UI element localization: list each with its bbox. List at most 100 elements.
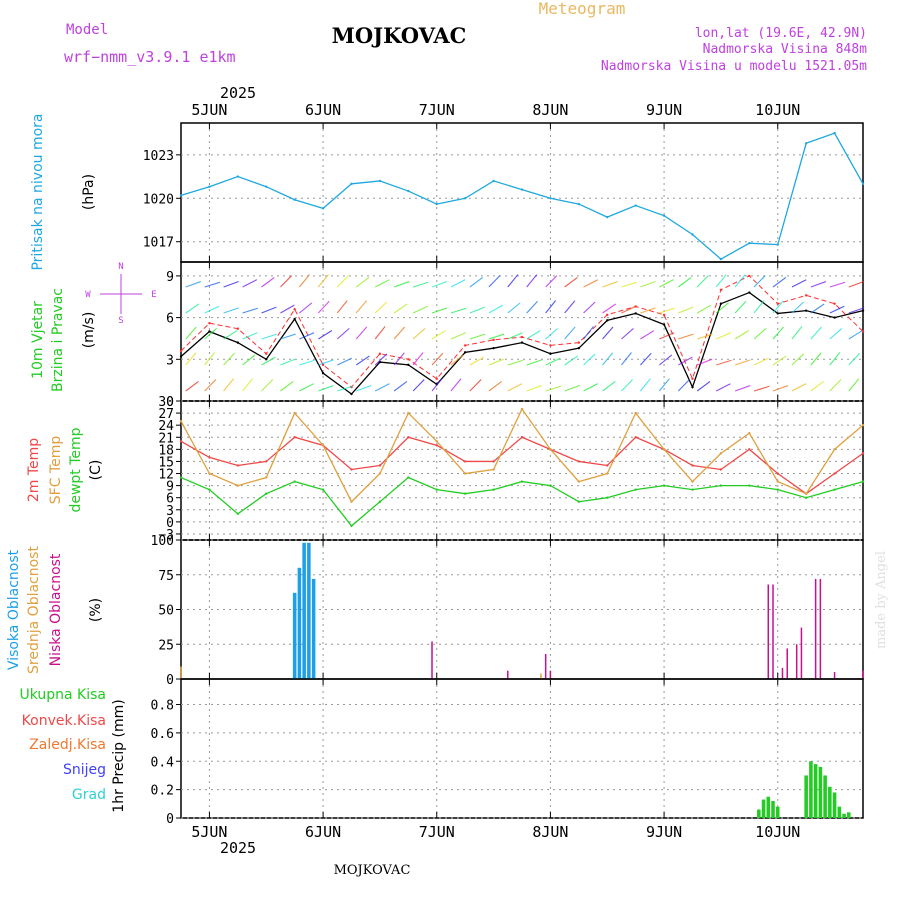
chart-panels: 1017102010230369−30369121518212427300255… [143,101,865,841]
wind-barb [564,300,576,314]
day-label-bottom: 6JUN [305,823,341,841]
y-tick-label-clouds: 50 [158,604,174,619]
mid-cloud-axis-name: Srednja Oblacnost [26,546,42,674]
compass-south: S [118,316,123,326]
data-point-temperature-sfc [606,472,609,475]
wind-barb [734,385,751,392]
wind-barb [526,300,538,314]
wind-barb [564,276,578,288]
compass-north: N [118,262,123,272]
data-point-temperature-sfc [179,419,183,423]
frozen-precip-label: Zaledj.Kisa [29,737,106,753]
wind-barb [412,281,429,288]
wind-barb [223,281,239,288]
model-name: wrf−nmm_v3.9.1 e1km [64,48,236,66]
data-point-temperature-temp2m [833,472,836,475]
wind-barb [337,357,353,366]
wind-barb [715,302,729,314]
data-point-wind-gust [520,335,524,339]
wind-barb [356,385,372,392]
high-cloud-axis-name: Visoka Oblacnost [6,549,22,670]
wind-barb [716,359,732,366]
data-point-wind-speed [407,363,410,367]
wind-barb [810,326,822,340]
data-point-wind-speed [804,309,808,312]
wind-barb [318,330,333,340]
series-line-wind-gust [180,275,864,388]
wind-barb [810,303,825,314]
data-point-wind-speed [662,323,666,326]
sfc-axis-name: SFC Temp [48,436,64,505]
wind-barb [450,279,466,288]
bar-precipitation-total [837,806,842,818]
data-point-wind-speed [265,358,268,361]
data-point-pressure-pressure [804,142,808,145]
y-tick-label-wind: 3 [166,353,174,368]
compass-east: E [151,290,156,300]
wind-barb [678,356,693,366]
y-tick-label-temperature: 15 [158,455,174,470]
data-point-temperature-sfc [719,452,723,455]
data-point-pressure-pressure [492,179,495,183]
data-point-pressure-pressure [236,175,240,178]
data-point-wind-gust [321,363,325,367]
wind-barb [545,327,559,340]
meteogram-label: Meteogram [539,0,626,18]
y-tick-label-precipitation: 0.4 [151,755,175,770]
wind-barb [223,330,238,340]
data-point-wind-gust [265,352,268,355]
wind-barb [450,354,464,366]
data-point-temperature-dew [236,512,240,516]
bar-clouds-low [544,653,547,679]
wind-barb [848,352,861,366]
data-point-temperature-dew [662,484,666,487]
bar-clouds-high [302,542,306,679]
panel-frame-pressure [180,122,864,263]
bar-precipitation-total [823,775,827,818]
wind-barb [374,326,386,340]
wind-barb [280,275,293,288]
wind-barb [261,306,277,314]
year-top: 2025 [220,84,256,102]
y-tick-label-wind: 6 [166,312,174,327]
wind-barb [640,330,655,340]
data-point-temperature-sfc [463,472,467,475]
y-tick-label-temperature: 24 [158,419,174,434]
data-point-wind-gust [492,338,495,342]
data-point-temperature-sfc [577,480,581,483]
wind-barb [564,326,576,340]
data-point-pressure-pressure [577,202,581,206]
data-point-pressure-pressure [435,202,438,206]
wind-barb [659,354,673,366]
data-point-temperature-temp2m [350,468,353,471]
wind-barb [734,359,751,366]
y-tick-label-wind: 0 [166,395,174,410]
day-label-top: 5JUN [191,101,227,119]
data-point-wind-gust [435,377,438,380]
wind-barb [829,281,846,288]
data-point-temperature-dew [293,480,296,483]
wind-barb [791,353,804,366]
wind-barb [507,332,523,340]
wind-barb [583,301,596,314]
day-label-bottom: 7JUN [419,823,455,841]
dew-axis-name: dewpt Temp [68,427,84,512]
bar-clouds-low [786,648,788,679]
data-point-temperature-dew [350,524,353,528]
y-tick-label-temperature: −3 [158,528,174,543]
wind-barb [299,383,314,392]
wind-barb [431,378,443,392]
wind-barb [450,307,467,314]
wind-barb [488,358,504,366]
data-point-pressure-pressure [179,194,183,197]
data-point-temperature-sfc [236,484,240,487]
data-point-wind-speed [236,341,240,344]
wind-barb [602,303,617,314]
data-point-pressure-pressure [208,185,211,188]
bar-clouds-high [311,578,316,679]
wind-barb [602,281,618,288]
wind-barb [469,306,485,314]
data-point-wind-speed [293,317,296,321]
wind-barb [810,352,822,366]
data-point-wind-gust [833,302,836,305]
